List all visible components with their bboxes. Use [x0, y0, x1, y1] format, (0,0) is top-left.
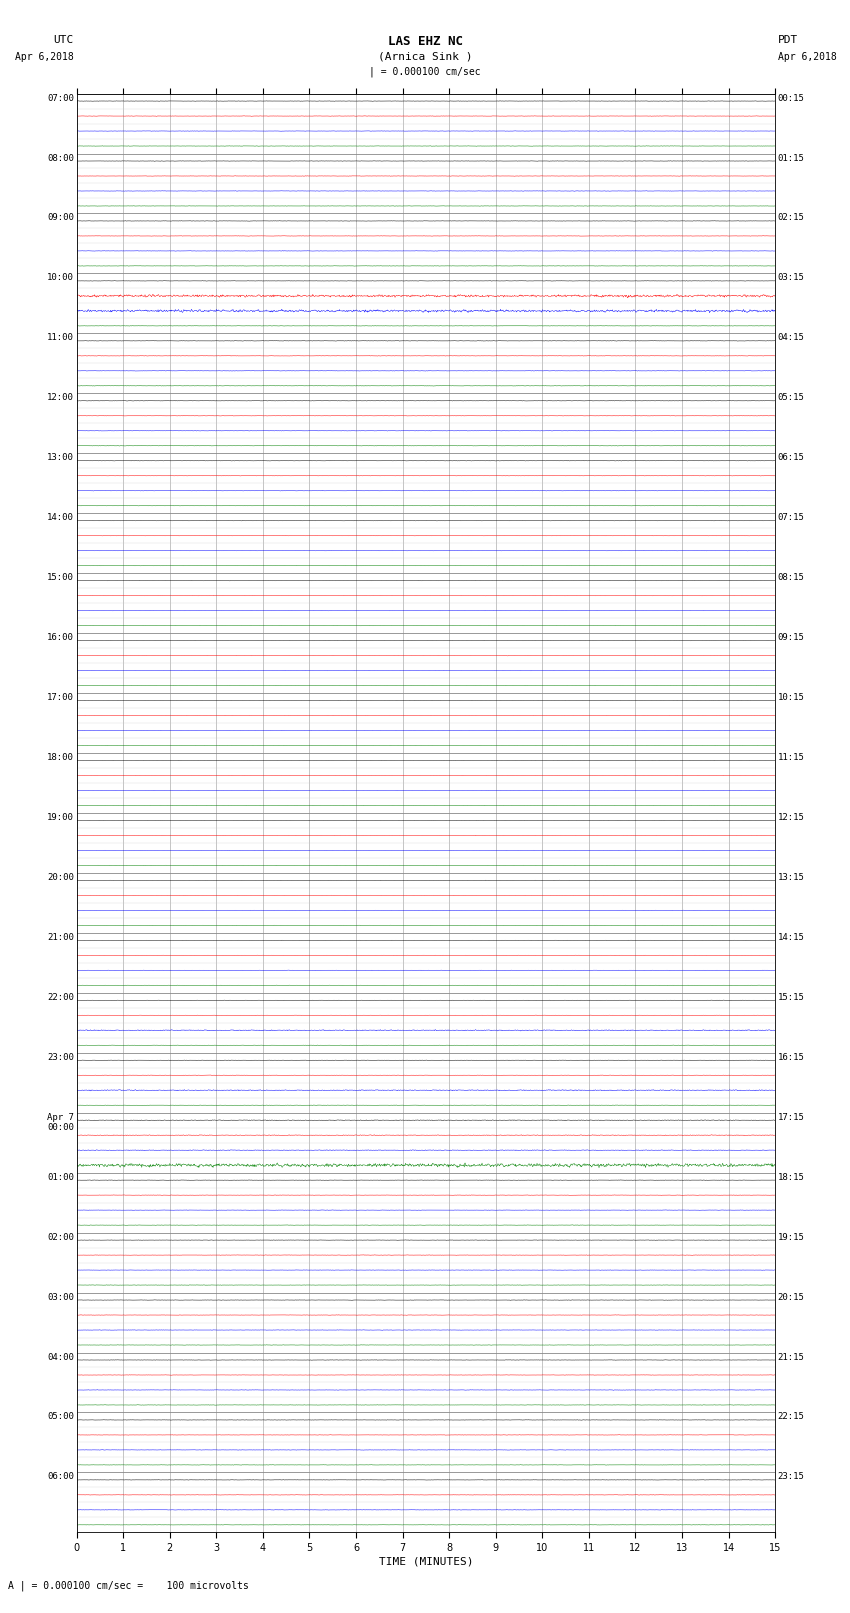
Text: 20:00: 20:00 [47, 873, 74, 882]
Text: 06:15: 06:15 [778, 453, 805, 463]
Text: (Arnica Sink ): (Arnica Sink ) [377, 52, 473, 61]
Text: 07:15: 07:15 [778, 513, 805, 523]
Text: 07:00: 07:00 [47, 94, 74, 103]
Text: 23:00: 23:00 [47, 1053, 74, 1061]
Text: 02:15: 02:15 [778, 213, 805, 223]
Text: 19:00: 19:00 [47, 813, 74, 823]
Text: 14:00: 14:00 [47, 513, 74, 523]
Text: Apr 7
00:00: Apr 7 00:00 [47, 1113, 74, 1132]
Text: 17:15: 17:15 [778, 1113, 805, 1121]
Text: PDT: PDT [778, 35, 798, 45]
Text: UTC: UTC [54, 35, 74, 45]
Text: 22:15: 22:15 [778, 1413, 805, 1421]
Text: 12:15: 12:15 [778, 813, 805, 823]
Text: 05:00: 05:00 [47, 1413, 74, 1421]
Text: 12:00: 12:00 [47, 394, 74, 402]
Text: 18:00: 18:00 [47, 753, 74, 761]
Text: 21:15: 21:15 [778, 1352, 805, 1361]
Text: 18:15: 18:15 [778, 1173, 805, 1182]
Text: LAS EHZ NC: LAS EHZ NC [388, 35, 462, 48]
Text: 14:15: 14:15 [778, 932, 805, 942]
Text: A | = 0.000100 cm/sec =    100 microvolts: A | = 0.000100 cm/sec = 100 microvolts [8, 1581, 249, 1592]
Text: 11:00: 11:00 [47, 334, 74, 342]
Text: 08:00: 08:00 [47, 153, 74, 163]
Text: 11:15: 11:15 [778, 753, 805, 761]
Text: 15:15: 15:15 [778, 994, 805, 1002]
X-axis label: TIME (MINUTES): TIME (MINUTES) [378, 1557, 473, 1566]
Text: 04:15: 04:15 [778, 334, 805, 342]
Text: 04:00: 04:00 [47, 1352, 74, 1361]
Text: 22:00: 22:00 [47, 994, 74, 1002]
Text: 15:00: 15:00 [47, 573, 74, 582]
Text: 00:15: 00:15 [778, 94, 805, 103]
Text: 16:15: 16:15 [778, 1053, 805, 1061]
Text: 21:00: 21:00 [47, 932, 74, 942]
Text: 06:00: 06:00 [47, 1473, 74, 1481]
Text: Apr 6,2018: Apr 6,2018 [15, 52, 74, 61]
Text: 23:15: 23:15 [778, 1473, 805, 1481]
Text: 16:00: 16:00 [47, 634, 74, 642]
Text: Apr 6,2018: Apr 6,2018 [778, 52, 836, 61]
Text: 01:15: 01:15 [778, 153, 805, 163]
Text: 03:15: 03:15 [778, 273, 805, 282]
Text: 09:00: 09:00 [47, 213, 74, 223]
Text: 13:00: 13:00 [47, 453, 74, 463]
Text: 10:00: 10:00 [47, 273, 74, 282]
Text: | = 0.000100 cm/sec: | = 0.000100 cm/sec [369, 66, 481, 77]
Text: 20:15: 20:15 [778, 1292, 805, 1302]
Text: 05:15: 05:15 [778, 394, 805, 402]
Text: 08:15: 08:15 [778, 573, 805, 582]
Text: 10:15: 10:15 [778, 694, 805, 702]
Text: 01:00: 01:00 [47, 1173, 74, 1182]
Text: 03:00: 03:00 [47, 1292, 74, 1302]
Text: 17:00: 17:00 [47, 694, 74, 702]
Text: 09:15: 09:15 [778, 634, 805, 642]
Text: 13:15: 13:15 [778, 873, 805, 882]
Text: 19:15: 19:15 [778, 1232, 805, 1242]
Text: 02:00: 02:00 [47, 1232, 74, 1242]
